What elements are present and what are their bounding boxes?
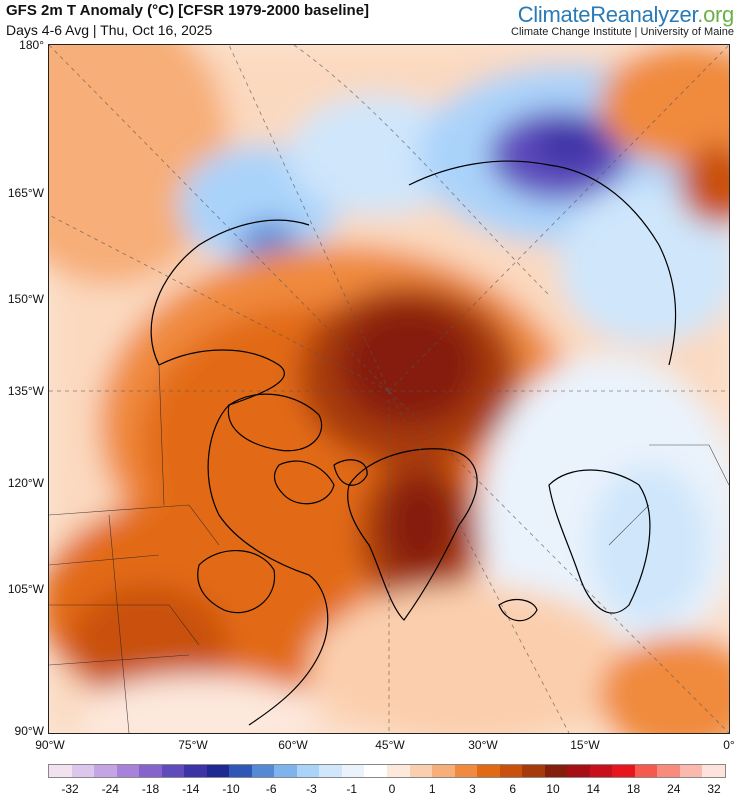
legend-swatch [206, 765, 230, 777]
legend-label: -14 [182, 782, 200, 796]
legend-label: 6 [509, 782, 517, 796]
map-title: GFS 2m T Anomaly (°C) [CFSR 1979-2000 ba… [6, 2, 370, 19]
legend-swatch [184, 765, 207, 777]
legend-label: -18 [141, 782, 160, 796]
legend-swatch [657, 765, 680, 777]
anomaly-map [48, 44, 730, 734]
legend-swatch [251, 765, 275, 777]
lon-label-75w: 75°W [178, 738, 208, 752]
coastlines [150, 160, 677, 726]
legend-label: 3 [469, 782, 476, 796]
brand-name-part2: Reanalyzer [590, 2, 698, 27]
lat-label-105w: 105°W [7, 582, 44, 596]
legend-label: -6 [265, 782, 277, 796]
lon-label-90w: 90°W [35, 738, 65, 752]
legend-label: -32 [61, 782, 79, 796]
legend-swatch [679, 765, 703, 777]
legend-label: 10 [546, 782, 560, 796]
color-legend [48, 764, 726, 778]
graticule [49, 45, 729, 733]
lon-label-0: 0° [723, 738, 735, 752]
legend-swatch [432, 765, 455, 777]
legend-label: -10 [222, 782, 240, 796]
lat-label-135w: 135°W [7, 384, 44, 398]
legend-swatch [386, 765, 410, 777]
legend-label: -24 [101, 782, 119, 796]
legend-swatch [274, 765, 297, 777]
brand-logo[interactable]: ClimateReanalyzer.org [511, 2, 735, 28]
lat-label-165w: 165°W [7, 186, 44, 200]
legend-swatch [296, 765, 320, 777]
anomaly-map-svg [49, 45, 729, 733]
legend-swatch [116, 765, 140, 777]
legend-swatch [702, 765, 725, 777]
legend-label: -3 [306, 782, 317, 796]
brand-name-part3: .org [697, 2, 734, 27]
legend-swatch [71, 765, 95, 777]
legend-swatch [229, 765, 252, 777]
lat-label-180: 180° [19, 38, 44, 52]
lon-label-15w: 15°W [570, 738, 600, 752]
legend-label: 0 [388, 782, 396, 796]
legend-label: 1 [428, 782, 436, 796]
legend-label: 18 [626, 782, 641, 796]
legend-swatch [161, 765, 185, 777]
brand-block[interactable]: ClimateReanalyzer.org Climate Change Ins… [511, 2, 734, 38]
legend-swatch [49, 765, 72, 777]
legend-swatch [544, 765, 568, 777]
legend-swatch [634, 765, 658, 777]
lon-label-30w: 30°W [468, 738, 498, 752]
legend-swatch [567, 765, 590, 777]
brand-subtitle: Climate Change Institute | University of… [511, 26, 734, 38]
legend-label: 14 [586, 782, 600, 796]
lat-label-120w: 120°W [7, 476, 44, 490]
legend-swatch [454, 765, 478, 777]
lon-label-45w: 45°W [375, 738, 405, 752]
legend-swatch [94, 765, 117, 777]
brand-name-part1: Climate [517, 2, 591, 27]
legend-swatch [522, 765, 545, 777]
lon-label-60w: 60°W [278, 738, 308, 752]
legend-swatch [409, 765, 433, 777]
legend-swatch [341, 765, 365, 777]
lat-label-150w: 150°W [7, 292, 44, 306]
legend-label: 24 [667, 782, 681, 796]
legend-swatch [139, 765, 162, 777]
borders [49, 364, 729, 733]
legend-swatch [499, 765, 523, 777]
anomaly-field [49, 45, 729, 733]
legend-swatch [477, 765, 500, 777]
legend-label: -1 [346, 782, 358, 796]
legend-swatch [612, 765, 635, 777]
map-subtitle: Days 4-6 Avg | Thu, Oct 16, 2025 [6, 22, 213, 38]
lat-label-90w: 90°W [14, 724, 44, 738]
legend-swatch [319, 765, 342, 777]
legend-swatch [589, 765, 613, 777]
legend-swatch [364, 765, 387, 777]
legend-label: 32 [707, 782, 721, 796]
